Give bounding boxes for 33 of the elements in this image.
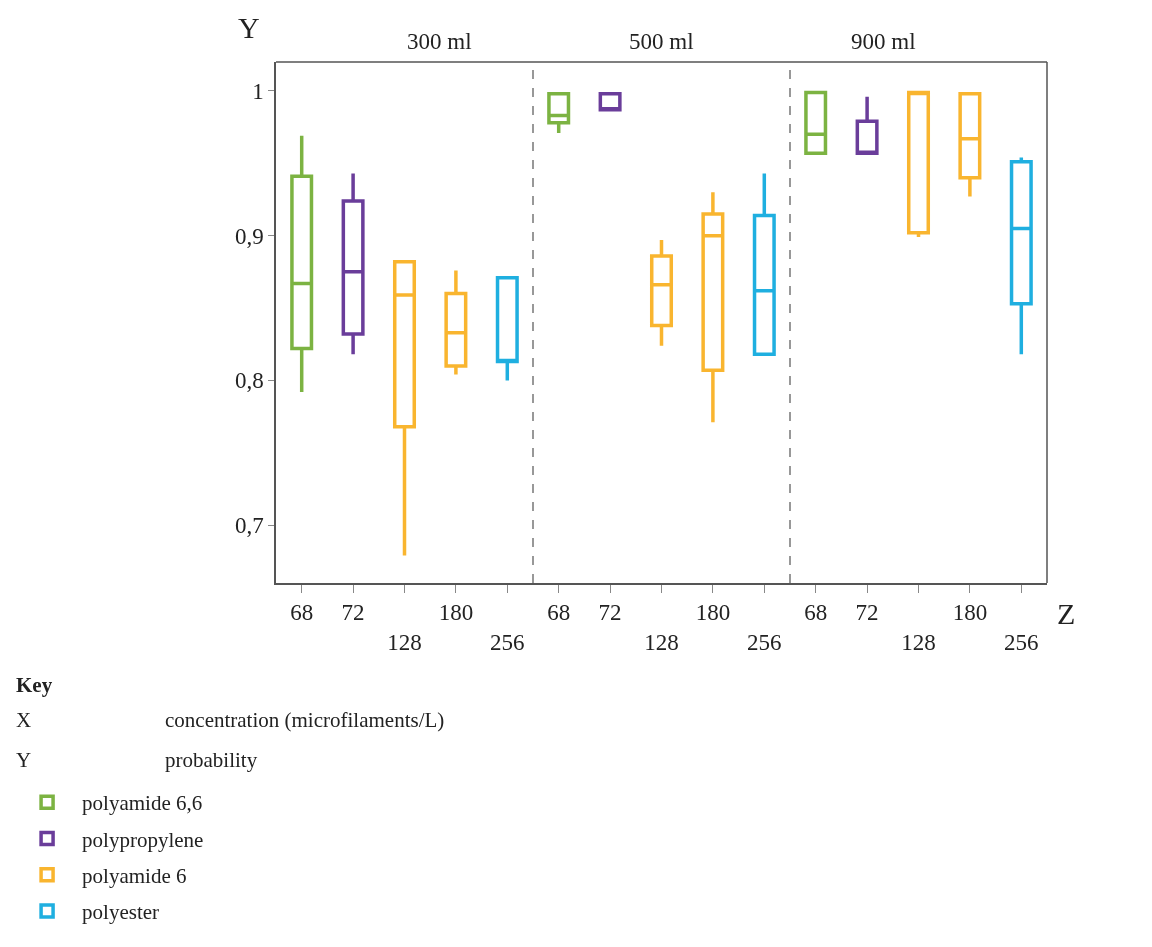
legend-label: polyester bbox=[82, 900, 160, 925]
y-tick-label: 0,7 bbox=[234, 513, 264, 539]
legend-label: polyamide 6,6 bbox=[82, 791, 203, 816]
x-tick-label: 68 bbox=[804, 600, 828, 626]
y-tick-label: 0,9 bbox=[234, 223, 264, 249]
text: probability bbox=[165, 748, 258, 772]
x-tick-label: 72 bbox=[598, 600, 622, 626]
x-tick-label: 128 bbox=[644, 630, 679, 656]
x-tick-label: 180 bbox=[695, 600, 731, 626]
x-tick-label: 128 bbox=[901, 630, 936, 656]
chart-title: 500 ml bbox=[629, 29, 694, 54]
x-tick-label: 180 bbox=[438, 600, 474, 626]
x-tick-label: 68 bbox=[290, 600, 314, 626]
text: X bbox=[16, 708, 32, 732]
legend-title: Key bbox=[16, 673, 53, 697]
x-tick-label: 180 bbox=[952, 600, 988, 626]
x-tick-label: 256 bbox=[490, 630, 525, 656]
y-axis-title: Y bbox=[238, 11, 260, 44]
chart-title: 300 ml bbox=[407, 29, 472, 54]
legend-label: polyamide 6 bbox=[82, 863, 187, 888]
x-axis-title: Z bbox=[1057, 597, 1076, 630]
x-tick-label: 72 bbox=[341, 600, 365, 626]
x-tick-label: 128 bbox=[387, 630, 422, 656]
text: Y bbox=[16, 748, 32, 772]
x-tick-label: 68 bbox=[547, 600, 571, 626]
y-tick-label: 1 bbox=[252, 78, 264, 104]
text: concentration (microfilaments/L) bbox=[165, 708, 445, 732]
x-tick-label: 256 bbox=[747, 630, 782, 656]
x-tick-label: 256 bbox=[1004, 630, 1039, 656]
legend-label: polypropylene bbox=[82, 827, 204, 852]
y-tick-label: 0,8 bbox=[234, 368, 264, 394]
chart-title: 900 ml bbox=[851, 29, 916, 54]
x-tick-label: 72 bbox=[855, 600, 879, 626]
